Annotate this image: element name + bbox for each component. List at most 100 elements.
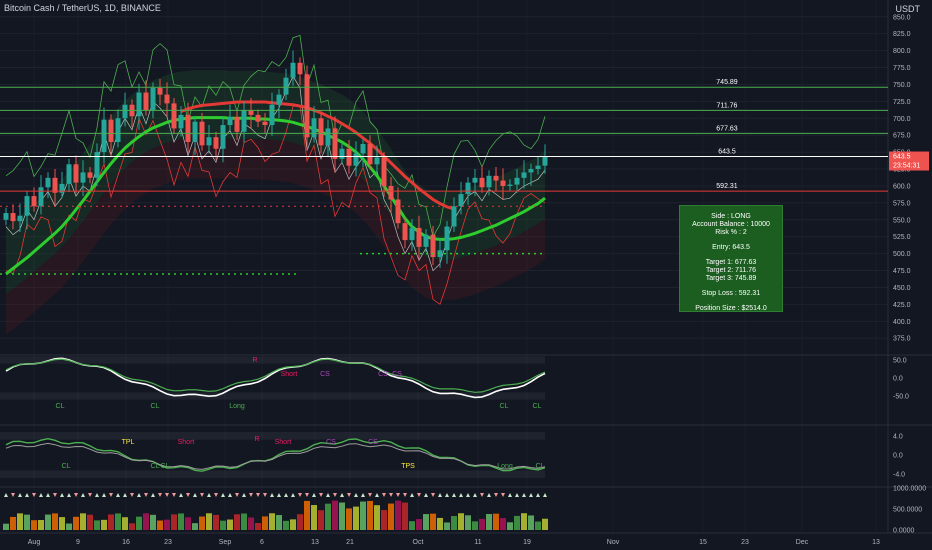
volume-bar: [108, 514, 114, 530]
volume-marker: [445, 493, 449, 497]
volume-marker: [340, 493, 344, 497]
volume-bar: [290, 519, 296, 530]
candle-body: [514, 177, 520, 185]
volume-bar: [213, 514, 219, 530]
candle-body: [38, 187, 44, 207]
side-text: Side : LONG: [711, 213, 751, 220]
target1-text: Target 1: 677.63: [705, 259, 757, 266]
volume-bar: [430, 513, 436, 530]
volume-marker: [312, 493, 316, 497]
volume-bar: [122, 517, 128, 530]
volume-marker: [361, 493, 365, 497]
candle-body: [255, 114, 261, 122]
volume-marker: [137, 493, 141, 497]
osc2-band: [0, 431, 545, 440]
volume-bar: [381, 510, 387, 530]
candle-body: [444, 226, 450, 251]
ma-cloud-lower: [6, 137, 545, 335]
level-label: 745.89: [716, 79, 738, 86]
candle-body: [535, 165, 541, 170]
volume-bar: [472, 521, 478, 530]
osc2-signal-label: Long: [497, 463, 513, 470]
volume-bar: [360, 501, 366, 530]
candle-body: [297, 62, 303, 75]
price-axis-tick: 400.0: [893, 319, 911, 326]
candle-body: [472, 177, 478, 183]
volume-bar: [59, 517, 65, 530]
volume-axis-tick: 0.0000: [893, 528, 915, 535]
candle-body: [52, 177, 58, 193]
time-axis-tick: Dec: [796, 539, 809, 546]
volume-bar: [192, 523, 198, 530]
candle-body: [353, 153, 359, 166]
volume-bar: [206, 513, 212, 530]
candle-body: [234, 116, 240, 132]
volume-marker: [319, 493, 323, 497]
volume-marker: [417, 493, 421, 497]
currency-label: USDT: [895, 4, 921, 14]
volume-marker: [529, 493, 533, 497]
volume-bar: [465, 515, 471, 530]
volume-marker: [431, 493, 435, 497]
volume-marker: [18, 493, 22, 497]
candle-body: [122, 104, 128, 119]
volume-marker: [333, 493, 337, 497]
level-label: 711.76: [717, 102, 738, 109]
volume-marker: [480, 493, 484, 497]
price-axis-tick: 425.0: [893, 302, 911, 309]
volume-bar: [416, 519, 422, 530]
volume-marker: [354, 493, 358, 497]
volume-bar: [311, 505, 317, 530]
volume-bar: [507, 522, 513, 530]
candle-body: [87, 172, 93, 178]
candle-body: [507, 184, 513, 186]
volume-bar: [458, 513, 464, 530]
candle-body: [500, 180, 506, 186]
time-axis-tick: Nov: [607, 539, 620, 546]
osc1-axis-tick: 0.0: [893, 376, 903, 383]
osc2-signal-label: CS: [368, 439, 378, 446]
volume-bar: [374, 505, 380, 530]
time-axis-tick: 9: [76, 539, 80, 546]
volume-bar: [521, 513, 527, 530]
volume-bar: [500, 518, 506, 530]
volume-bar: [479, 518, 485, 530]
price-axis-tick: 850.0: [893, 14, 911, 21]
price-axis-tick: 800.0: [893, 48, 911, 55]
volume-marker: [298, 493, 302, 497]
volume-marker: [200, 493, 204, 497]
risk-text: Risk % : 2: [715, 229, 747, 236]
candle-body: [465, 182, 471, 195]
volume-bar: [283, 520, 289, 530]
volume-bar: [24, 514, 30, 530]
volume-marker: [368, 493, 372, 497]
osc1-axis-tick: 50.0: [893, 358, 907, 365]
candle-body: [451, 206, 457, 227]
volume-marker: [221, 493, 225, 497]
candle-body: [493, 175, 499, 181]
volume-marker: [389, 493, 393, 497]
osc1-signal-label: CL: [56, 403, 65, 410]
candle-body: [171, 103, 177, 129]
volume-bar: [164, 519, 170, 530]
volume-bar: [528, 515, 534, 530]
volume-bar: [255, 522, 261, 530]
volume-marker: [396, 493, 400, 497]
osc2-signal-label: TPS: [401, 463, 415, 470]
candle-body: [430, 234, 436, 258]
volume-marker: [424, 493, 428, 497]
price-axis-tick: 500.0: [893, 251, 911, 258]
osc1-signal-label: Short: [281, 371, 298, 378]
candle-body: [346, 148, 352, 166]
candle-body: [486, 175, 492, 188]
candle-body: [241, 110, 247, 132]
candle-body: [528, 169, 534, 173]
candle-body: [143, 92, 149, 111]
time-axis-tick: Sep: [219, 539, 232, 546]
candle-body: [381, 157, 387, 186]
candle-body: [206, 137, 212, 146]
price-axis-tick: 575.0: [893, 200, 911, 207]
volume-bar: [402, 502, 408, 530]
price-axis-tick: 375.0: [893, 336, 911, 343]
